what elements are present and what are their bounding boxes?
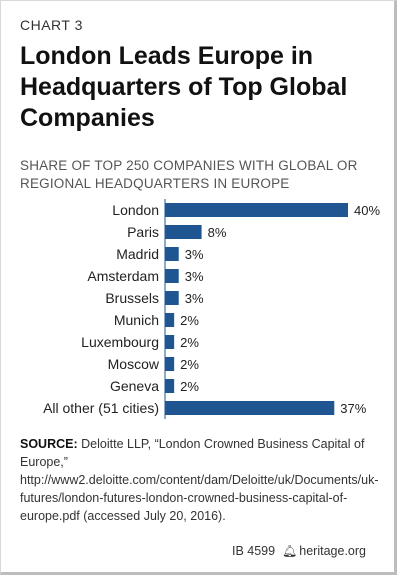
value-label: 2%: [180, 335, 199, 350]
category-label: Amsterdam: [87, 268, 159, 284]
bar: [165, 247, 179, 261]
report-id: IB 4599: [232, 544, 276, 558]
bar: [165, 203, 348, 217]
chart-title: London Leads Europe in Headquarters of T…: [20, 42, 348, 132]
category-label: Moscow: [108, 356, 160, 372]
value-label: 2%: [180, 357, 199, 372]
footer: IB 4599 🔔︎ heritage.org: [232, 544, 366, 558]
category-label: Munich: [114, 312, 159, 328]
bar-chart: London 40% Paris 8% Madrid 3% Amsterdam 3% Bruss…: [43, 199, 380, 419]
bar: [165, 225, 202, 239]
source-note: SOURCE: Deloitte LLP, “London Crowned Bu…: [20, 435, 382, 525]
category-label: Luxembourg: [81, 334, 159, 350]
source-label: SOURCE:: [20, 437, 78, 451]
chart-number-label: CHART 3: [20, 17, 83, 33]
bar: [165, 313, 175, 327]
value-label: 37%: [340, 401, 366, 416]
bar: [165, 335, 175, 349]
source-text: Deloitte LLP, “London Crowned Business C…: [20, 437, 379, 523]
chart-subtitle: SHARE OF TOP 250 COMPANIES WITH GLOBAL O…: [20, 158, 358, 191]
bar: [165, 357, 175, 371]
value-label: 3%: [185, 269, 204, 284]
value-label: 3%: [185, 247, 204, 262]
category-label: Geneva: [110, 378, 159, 394]
value-label: 2%: [180, 313, 199, 328]
value-label: 40%: [354, 203, 380, 218]
value-label: 2%: [180, 379, 199, 394]
bar: [165, 269, 179, 283]
bar: [165, 379, 175, 393]
value-label: 8%: [208, 225, 227, 240]
category-label: Madrid: [116, 246, 159, 262]
bar: [165, 401, 335, 415]
category-label: Paris: [127, 224, 159, 240]
bell-icon: 🔔︎: [282, 544, 298, 558]
category-label: London: [112, 202, 159, 218]
category-label: Brussels: [105, 290, 159, 306]
value-label: 3%: [185, 291, 204, 306]
bar: [165, 291, 179, 305]
site-link[interactable]: heritage.org: [299, 544, 366, 558]
category-label: All other (51 cities): [43, 400, 159, 416]
